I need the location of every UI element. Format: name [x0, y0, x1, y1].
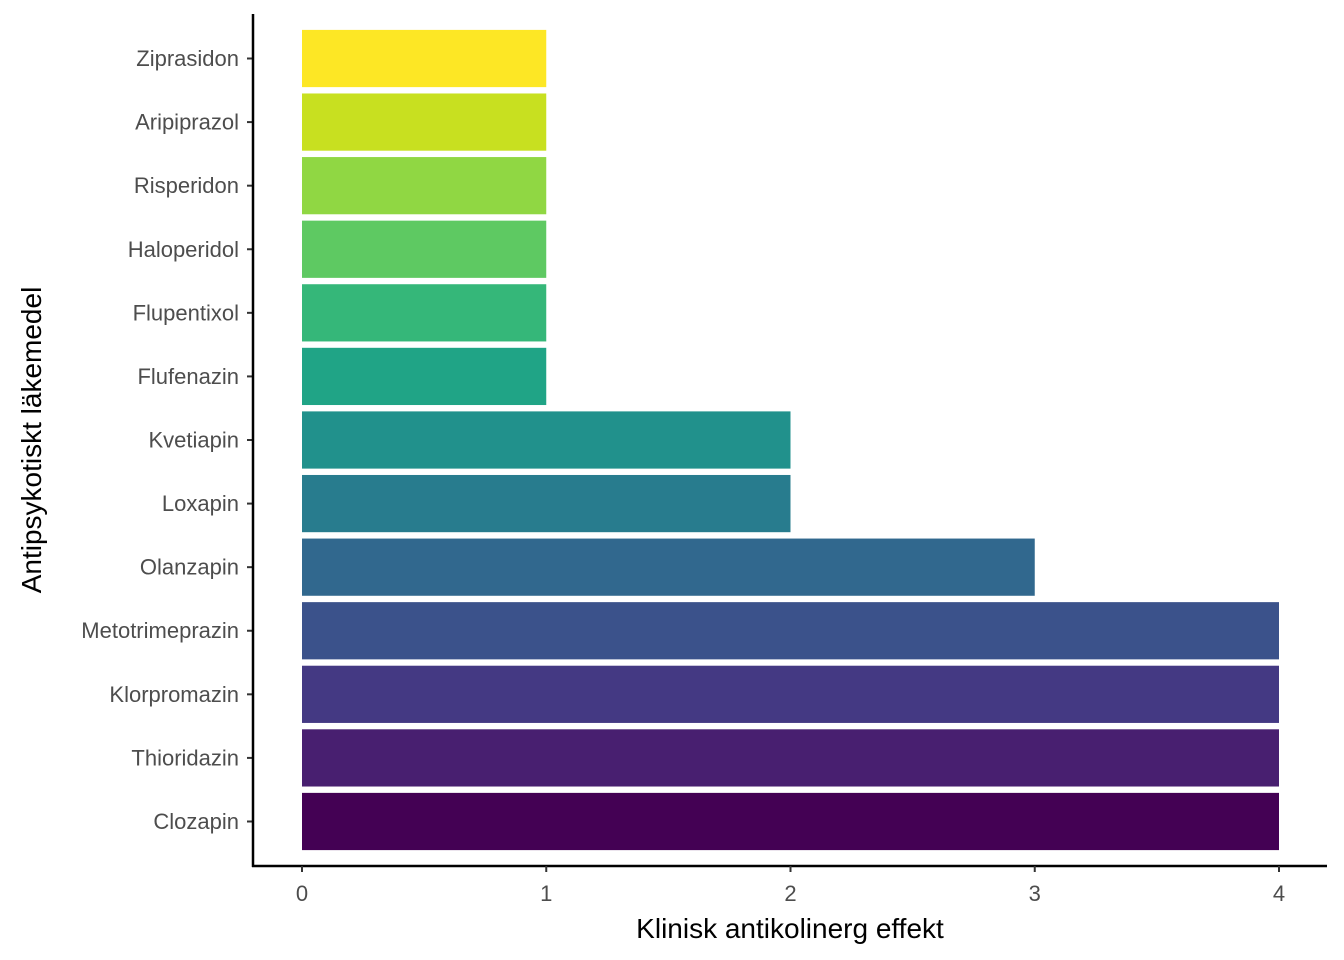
bar-clozapin [302, 792, 1279, 851]
bars-group [302, 29, 1279, 851]
y-tick-label-kvetiapin: Kvetiapin [148, 428, 239, 453]
y-tick-label-klorpromazin: Klorpromazin [109, 682, 239, 707]
y-tick-label-olanzapin: Olanzapin [140, 555, 239, 580]
y-axis-title: Antipsykotiskt läkemedel [16, 287, 47, 594]
y-tick-label-haloperidol: Haloperidol [128, 237, 239, 262]
x-tick-label-1: 1 [540, 881, 552, 906]
bar-haloperidol [302, 220, 547, 278]
y-tick-label-risperidon: Risperidon [134, 173, 239, 198]
y-axis: Ziprasidon Aripiprazol Risperidon Haloperid… [81, 14, 255, 867]
y-tick-label-flupentixol: Flupentixol [133, 300, 239, 325]
bar-kvetiapin [302, 411, 791, 469]
bar-loxapin [302, 474, 791, 533]
bar-risperidon [302, 157, 547, 215]
bar-ziprasidon [302, 29, 547, 88]
bar-flupentixol [302, 284, 547, 342]
y-tick-label-ziprasidon: Ziprasidon [136, 46, 239, 71]
x-tick-label-4: 4 [1273, 881, 1285, 906]
y-tick-label-clozapin: Clozapin [153, 809, 239, 834]
bar-thioridazin [302, 729, 1279, 787]
y-tick-label-loxapin: Loxapin [162, 491, 239, 516]
bar-metotrimeprazin [302, 602, 1279, 660]
x-axis: 0 1 2 3 4 [252, 864, 1327, 906]
y-tick-label-flufenazin: Flufenazin [137, 364, 239, 389]
bar-klorpromazin [302, 665, 1279, 723]
x-axis-title: Klinisk antikolinerg effekt [636, 913, 944, 944]
bar-flufenazin [302, 347, 547, 406]
y-tick-label-thioridazin: Thioridazin [131, 745, 239, 770]
y-tick-label-metotrimeprazin: Metotrimeprazin [81, 618, 239, 643]
bar-aripiprazol [302, 93, 547, 151]
x-tick-label-0: 0 [296, 881, 308, 906]
x-tick-label-3: 3 [1029, 881, 1041, 906]
y-tick-label-aripiprazol: Aripiprazol [135, 110, 239, 135]
bar-olanzapin [302, 538, 1035, 596]
x-tick-label-2: 2 [784, 881, 796, 906]
